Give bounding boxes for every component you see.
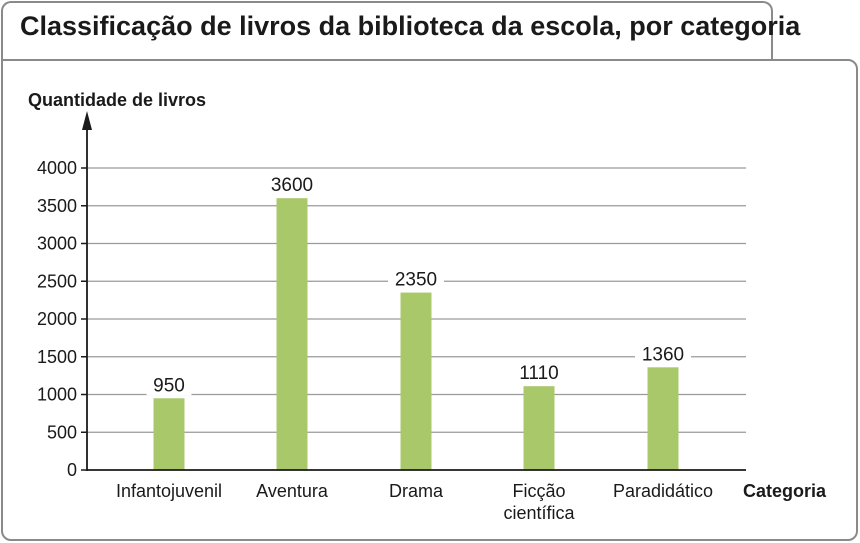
chart-title: Classificação de livros da biblioteca da… (20, 11, 801, 41)
x-tick-label: Ficção (512, 481, 565, 501)
y-axis-title: Quantidade de livros (28, 90, 206, 110)
value-label: 2350 (395, 270, 437, 291)
y-axis-arrow (82, 111, 92, 130)
y-tick-label: 0 (67, 460, 77, 480)
bar (153, 398, 185, 470)
value-label-bg (511, 363, 567, 384)
y-tick-label: 3000 (37, 234, 77, 254)
x-axis-title: Categoria (743, 481, 827, 501)
value-label: 950 (153, 375, 185, 396)
axes (81, 111, 746, 471)
y-tick-label: 2000 (37, 309, 77, 329)
y-tick-label: 1000 (37, 385, 77, 405)
y-tick-label: 3500 (37, 196, 77, 216)
x-tick-label: Drama (389, 481, 444, 501)
value-label: 3600 (271, 175, 313, 196)
value-label-bg (388, 269, 444, 290)
value-label-bg (146, 375, 192, 396)
labels: 0 500 1000 1500 2000 2500 3000 3500 4000 950 3600 2… (37, 158, 713, 523)
value-label-bg (264, 175, 320, 196)
x-tick-label: Aventura (256, 481, 329, 501)
x-tick-label: Paradidático (613, 481, 713, 501)
x-tick-label: Infantojuvenil (116, 481, 222, 501)
bar (276, 198, 308, 470)
bar (523, 386, 555, 470)
value-label: 1360 (642, 344, 684, 365)
value-label-bg (635, 344, 691, 365)
bar (647, 367, 679, 470)
bar (400, 292, 432, 470)
y-tick-label: 1500 (37, 347, 77, 367)
chart-title-tab: Classificação de livros da biblioteca da… (1, 1, 800, 61)
value-label: 1110 (519, 363, 558, 384)
y-tick-label: 2500 (37, 271, 77, 291)
y-tick-label: 4000 (37, 158, 77, 178)
x-tick-label: científica (503, 503, 575, 523)
y-tick-label: 500 (47, 422, 77, 442)
bars (153, 198, 679, 470)
